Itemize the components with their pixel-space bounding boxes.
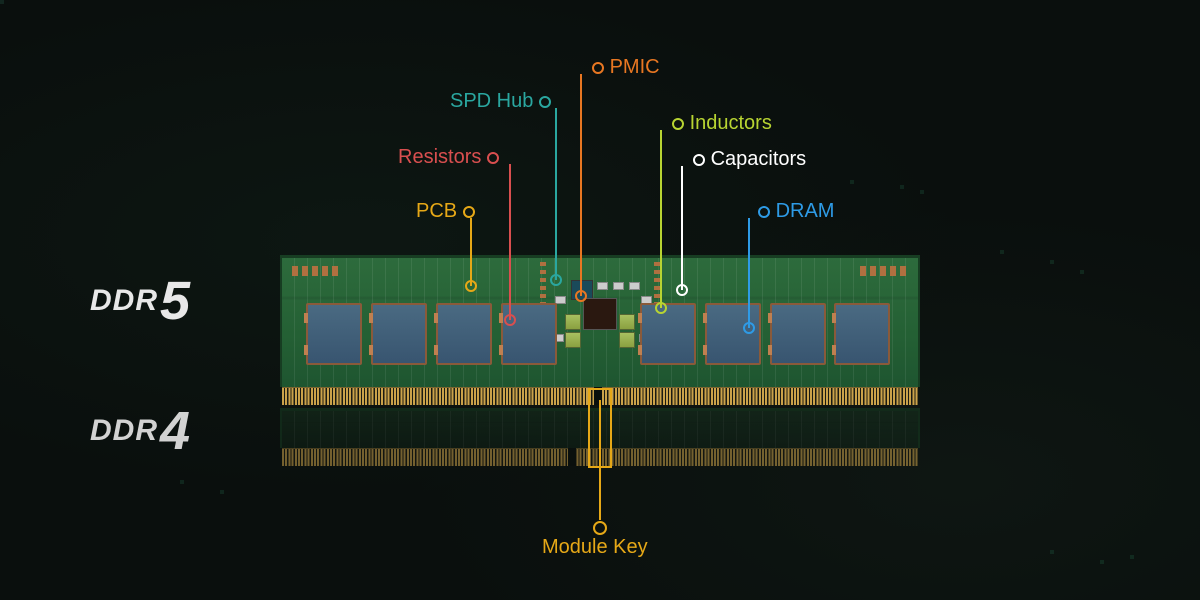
dram-chip	[770, 303, 826, 365]
key-notch-ddr4	[568, 448, 576, 466]
callout-dram: DRAM	[758, 200, 834, 223]
dram-chip	[436, 303, 492, 365]
dram-chip-row	[294, 303, 906, 369]
callout-pcb: PCB	[416, 200, 475, 223]
callout-modulekey: Module Key	[542, 536, 648, 559]
ddr4-num: 4	[160, 401, 191, 461]
ddr4-label: DDR4	[90, 400, 191, 462]
ddr5-prefix: DDR	[90, 284, 158, 317]
ddr5-num: 5	[160, 271, 191, 331]
callout-inductors: Inductors	[672, 112, 772, 135]
callout-capacitors: Capacitors	[693, 148, 806, 171]
diagram-stage: DDR5 DDR4 PMICSPD Hub InductorsResistors…	[0, 0, 1200, 600]
ddr5-module	[280, 255, 920, 387]
dram-chip	[640, 303, 696, 365]
ddr5-label: DDR5	[90, 270, 191, 332]
dram-chip	[371, 303, 427, 365]
capacitor	[597, 282, 608, 290]
module-key-highlight	[588, 388, 612, 468]
callout-pmic: PMIC	[592, 56, 660, 79]
dram-chip	[306, 303, 362, 365]
smd-row-upper	[292, 266, 340, 276]
callout-spd: SPD Hub	[450, 90, 551, 113]
callout-resistors: Resistors	[398, 146, 499, 169]
dram-chip	[834, 303, 890, 365]
spd-hub-chip	[571, 280, 593, 300]
capacitor	[629, 282, 640, 290]
smd-row-upper-r	[860, 266, 908, 276]
dram-chip	[501, 303, 557, 365]
dram-chip	[705, 303, 761, 365]
ddr4-prefix: DDR	[90, 414, 158, 447]
capacitor	[613, 282, 624, 290]
